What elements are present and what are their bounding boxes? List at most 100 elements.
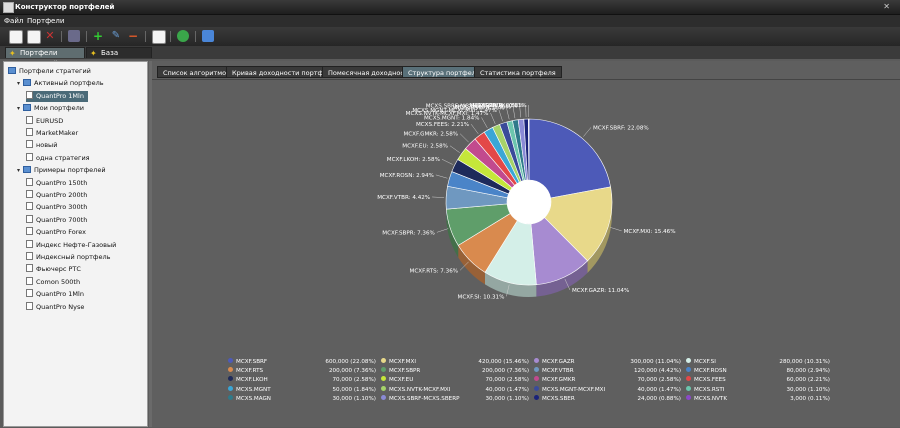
legend-item: MCXS.MGNT-MCXF.MXI [534,386,605,394]
tree-item[interactable]: новый [4,140,61,151]
tree-item[interactable]: QuantPro 1Mln [4,289,88,300]
slice-label: MCXF.GAZR: 11.04% [572,288,629,294]
new-document-icon[interactable] [9,30,23,44]
tree-item[interactable]: MarketMaker [4,128,82,139]
folder-icon [23,166,31,173]
slice-label-leader [450,146,460,153]
export-icon[interactable] [202,30,214,42]
tree-item[interactable]: ▾Активный портфель [4,78,108,89]
legend-swatch [686,395,691,400]
tree-item[interactable]: QuantPro 300th [4,202,91,213]
toolbar-separator [145,31,146,42]
tree-item[interactable]: Фьючерс РТС [4,264,85,275]
tree-item[interactable]: QuantPro 150th [4,178,91,189]
legend-swatch [686,376,691,381]
legend-item: MCXS.NVTK-MCXF.MXI [381,386,450,394]
tree-item[interactable]: ▾Примеры портфелей [4,165,110,176]
menu-portfolios[interactable]: Портфели [27,17,64,25]
legend-name: MCXF.SBRF [236,359,267,365]
tab-algorithm-list[interactable]: Список алгоритмов [157,66,236,78]
legend-swatch [534,376,539,381]
legend-item: MCXF.GAZR [534,358,575,366]
tree-item[interactable]: Портфели стратегий [4,66,95,77]
legend-name: MCXF.SI [694,359,716,365]
wrench-icon[interactable]: ✎ [110,30,122,42]
legend-swatch [228,376,233,381]
legend-swatch [228,395,233,400]
tree-item-label: новый [36,141,57,149]
menu-bar: Файл Портфели [0,15,900,27]
tree-item[interactable]: QuantPro 1Mln [26,91,88,102]
legend-value: 80,000 (2.94%) [760,367,830,375]
delete-icon[interactable]: ✕ [44,30,56,42]
slice-label-leader [491,113,496,124]
save-icon[interactable] [68,30,80,42]
tab-portfolio-statistics[interactable]: Статистика портфеля [474,66,562,78]
document-icon [26,140,33,148]
tree-item[interactable]: QuantPro 200th [4,190,91,201]
tab-strategy-portfolios[interactable]: ✦ Портфели стратегий [5,47,85,58]
legend-value: 200,000 (7.36%) [306,367,376,375]
legend-value: 600,000 (22.08%) [306,358,376,366]
portfolio-tree-panel: Портфели стратегий▾Активный портфель Quan… [3,61,148,427]
tree-item-label: QuantPro 1Mln [36,290,84,298]
document-icon [26,190,33,198]
legend-name: MCXF.RTS [236,368,263,374]
chart-icon[interactable] [152,30,166,44]
slice-label: MCXF.SBPR: 7.36% [382,230,435,236]
tree-item-label: EURUSD [36,117,63,125]
toolbar: ✕ + ✎ − [0,27,900,47]
tree-item[interactable]: QuantPro 700th [4,215,91,226]
remove-icon[interactable]: − [127,30,139,42]
legend-name: MCXF.GAZR [542,359,575,365]
slice-label-leader [610,227,621,231]
slice-label-leader [460,134,469,142]
pie-chart: MCXF.SBRF: 22.08%MCXF.MXI: 15.46%MCXF.GA… [152,80,900,350]
legend-value: 70,000 (2.58%) [611,376,681,384]
tree-item[interactable]: ▾Мои портфели [4,103,88,114]
slice-label: MCXF.RTS: 7.36% [410,268,459,274]
slice-label-leader [442,159,453,164]
legend-item: MCXS.SBER [534,395,575,403]
add-icon[interactable]: + [92,30,104,42]
tree-item[interactable]: Comon 500th [4,277,84,288]
slice-label-leader [481,117,487,127]
legend-name: MCXF.LKOH [236,377,268,383]
legend-name: MCXS.SBRF-MCXS.SBERP [389,396,459,402]
tree-item[interactable]: QuantPro Nyse [4,302,88,313]
document-tabs: ✦ Портфели стратегий ✦ База алгоритмов [0,46,900,59]
main-panel: Список алгоритмов Кривая доходности порт… [152,61,900,427]
title-bar: Конструктор портфелей ✕ [0,0,900,15]
legend-item: MCXS.RSTI [686,386,724,394]
edit-document-icon[interactable] [27,30,41,44]
tab-algorithm-base[interactable]: ✦ База алгоритмов [86,47,152,58]
refresh-icon[interactable] [177,30,189,42]
legend-item: MCXS.SBRF-MCXS.SBERP [381,395,459,403]
tree-item[interactable]: Индекс Нефте-Газовый [4,240,120,251]
legend-swatch [228,358,233,363]
tree-item-label: QuantPro 1Mln [36,92,84,100]
legend-swatch [228,367,233,372]
slice-label-leader [583,127,591,136]
legend-value: 40,000 (1.47%) [611,386,681,394]
legend-item: MCXF.LKOH [228,376,268,384]
tree-item[interactable]: QuantPro Forex [4,227,90,238]
legend-item: MCXF.SBRF [228,358,267,366]
app-icon [3,2,14,13]
close-icon[interactable]: ✕ [883,2,890,11]
slice-label-leader [437,229,448,233]
pie-slice[interactable] [528,119,529,180]
document-icon [26,277,33,285]
legend-value: 300,000 (11.04%) [611,358,681,366]
legend-swatch [228,386,233,391]
tree-item[interactable]: одна стратегия [4,153,94,164]
legend-item: MCXS.NVTK [686,395,727,403]
tree-item-label: Фьючерс РТС [36,265,81,273]
menu-file[interactable]: Файл [4,17,23,25]
slice-label-leader [436,175,448,178]
tree-item[interactable]: Индексный портфель [4,252,114,263]
tree-item[interactable]: EURUSD [4,116,67,127]
slice-label-leader [432,197,444,198]
legend-value: 24,000 (0.88%) [611,395,681,403]
